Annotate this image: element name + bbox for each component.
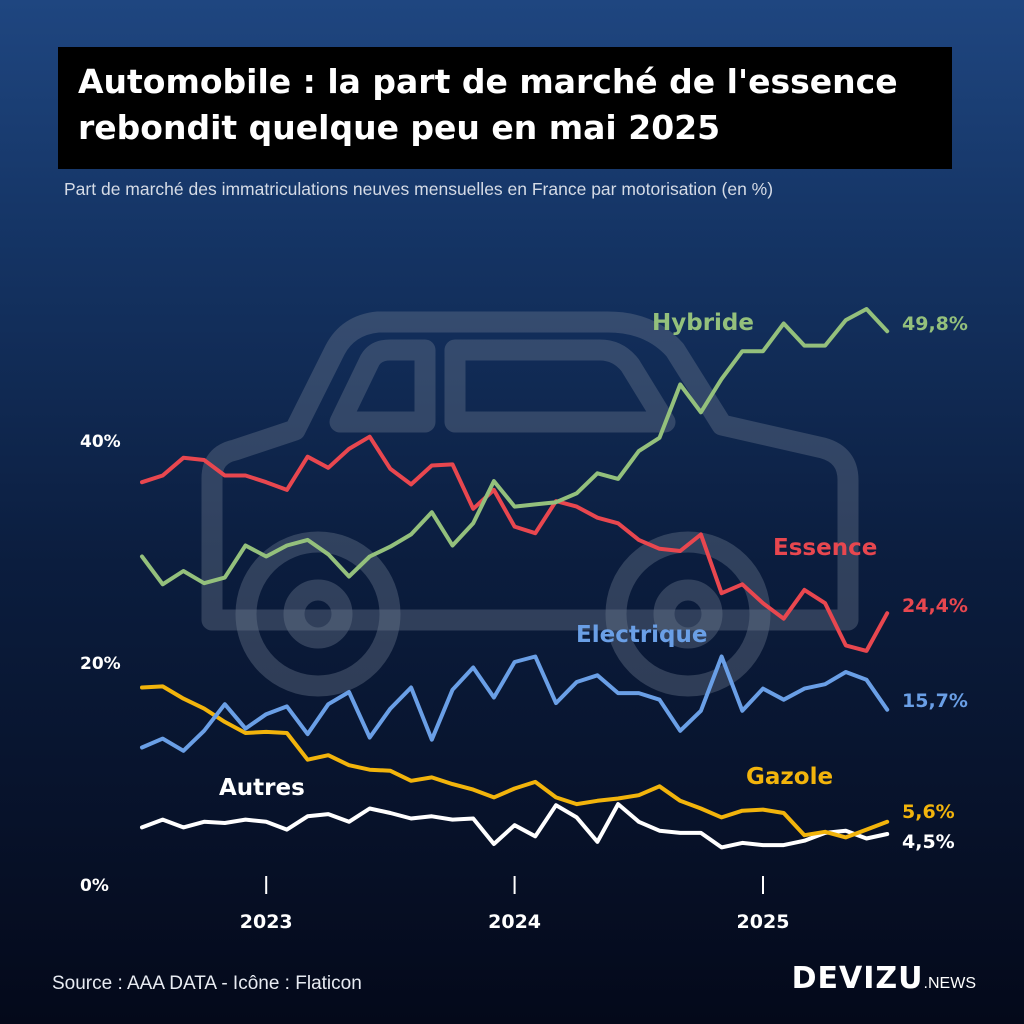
series-line-essence [140, 434, 890, 653]
series-end-value-autres: 4,5% [902, 831, 955, 853]
series-label-hybride: Hybride [652, 310, 754, 336]
car-icon [201, 311, 859, 697]
x-tick-label: 2025 [737, 911, 790, 933]
series-line-hybride [140, 307, 890, 587]
y-tick-label: 0% [80, 876, 109, 896]
brand-name: DEVIZU [791, 961, 924, 996]
chart-subtitle: Part de marché des immatriculations neuv… [64, 179, 774, 199]
series-end-value-essence: 24,4% [902, 595, 968, 617]
series-line-electrique [140, 654, 890, 753]
y-tick-label: 40% [80, 432, 121, 452]
title-line-1: Automobile : la part de marché de l'esse… [78, 62, 898, 101]
source-note: Source : AAA DATA - Icône : Flaticon [52, 973, 362, 994]
series-labels: Autres 4,5% Gazole 5,6% Electrique 15,7% Essen… [219, 310, 968, 853]
series-label-electrique: Electrique [576, 622, 708, 648]
title-box: Automobile : la part de marché de l'esse… [58, 47, 952, 169]
brand-logo: DEVIZU.NEWS [792, 961, 976, 996]
series-line-autres [140, 802, 890, 850]
brand-suffix: .NEWS [923, 975, 976, 992]
chart-axes: 0% 20% 40% 2023 2024 2025 [80, 432, 789, 933]
title-line-2: rebondit quelque peu en mai 2025 [78, 108, 721, 147]
x-tick-label: 2024 [488, 911, 541, 933]
series-end-value-electrique: 15,7% [902, 690, 968, 712]
series-line-gazole [140, 684, 890, 840]
series-end-value-hybride: 49,8% [902, 313, 968, 335]
series-lines [140, 307, 890, 850]
series-end-value-gazole: 5,6% [902, 801, 955, 823]
x-tick-label: 2023 [240, 911, 293, 933]
series-label-essence: Essence [773, 535, 877, 561]
series-label-autres: Autres [219, 775, 305, 801]
y-tick-label: 20% [80, 654, 121, 674]
series-label-gazole: Gazole [746, 764, 833, 790]
